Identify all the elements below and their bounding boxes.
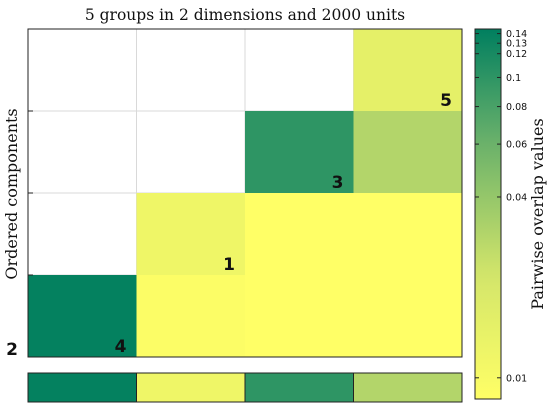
component-label: 2: [6, 340, 18, 360]
colorbar-tick-label: 0.14: [506, 29, 527, 40]
colorbar-tick-label: 0.13: [506, 39, 527, 50]
heatmap-cell: [136, 275, 245, 357]
component-label: 3: [332, 173, 344, 193]
colorbar-ticks: 0.01 0.04 0.06 0.08 0.1 0.120.130.14: [475, 29, 527, 384]
colorbar-tick-label: 0.12: [506, 49, 527, 60]
component-label: 5: [440, 91, 452, 111]
bottom-bar-segment: [353, 372, 463, 403]
component-label: 1: [223, 255, 235, 275]
bottom-bar: [27, 372, 463, 403]
colorbar-tick-label: 0.06: [506, 140, 527, 151]
colorbar-tick-label: 0.08: [506, 102, 527, 113]
component-label: 4: [115, 337, 127, 357]
heatmap-cell: [136, 193, 245, 275]
colorbar-label: Pairwise overlap values: [528, 118, 547, 309]
bottom-bar-segment: [136, 372, 246, 403]
heatmap-cell: [28, 275, 137, 357]
colorbar-tick-label: 0.1: [506, 73, 521, 84]
bottom-bar-segment: [27, 372, 137, 403]
colorbar-tick-label: 0.01: [506, 373, 527, 384]
y-ticks: [28, 110, 33, 276]
heatmap-cells: [28, 29, 462, 357]
bottom-bar-segment: [244, 372, 354, 403]
heatmap-cell: [353, 275, 462, 357]
component-labels: 2 4 1 3 5: [6, 91, 452, 360]
heatmap-cell: [245, 193, 354, 275]
heatmap-cell: [353, 111, 462, 193]
chart-title: 5 groups in 2 dimensions and 2000 units: [85, 6, 405, 24]
heatmap-cell: [245, 111, 354, 193]
colorbar-tick-label: 0.04: [506, 192, 527, 203]
heatmap-cell: [353, 29, 462, 111]
y-axis-label: Ordered components: [2, 108, 21, 279]
heatmap-cell: [353, 193, 462, 275]
colorbar: [474, 28, 502, 400]
heatmap-cell: [245, 275, 354, 357]
